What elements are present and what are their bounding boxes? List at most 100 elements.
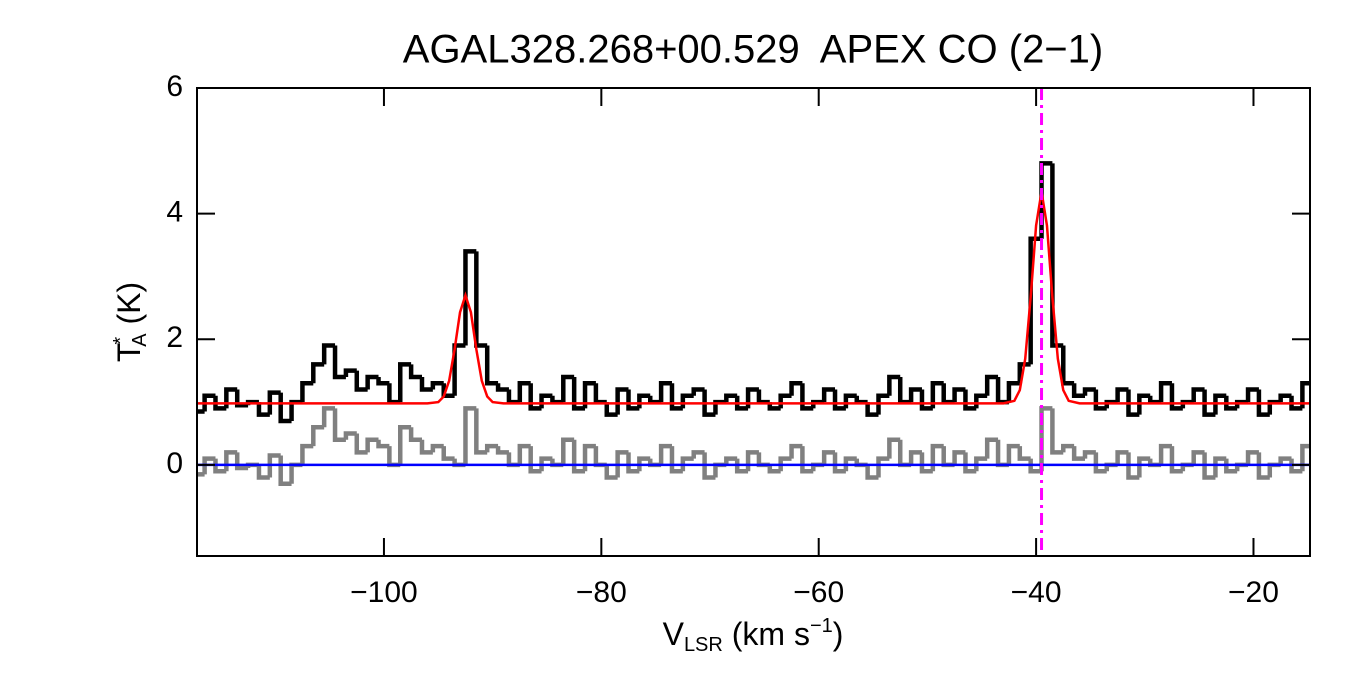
step [691,387,705,396]
step [1224,458,1238,474]
step [647,395,662,405]
step [1278,393,1292,403]
step [539,456,553,472]
plot-frame [196,87,1311,557]
x-label-close: ) [833,616,844,652]
step [984,437,999,459]
step [713,462,727,478]
step [430,443,444,453]
y-tick-label: 6 [166,70,183,103]
step [593,446,607,468]
step [1213,456,1227,478]
step [528,446,542,474]
step [811,399,825,409]
step [680,393,694,409]
step [1115,450,1129,465]
step [1158,380,1172,403]
step [887,437,901,459]
x-tick-label: −60 [793,576,844,609]
step [561,437,575,465]
step [745,387,759,409]
step [495,383,509,392]
step [800,446,814,474]
step [680,456,694,472]
x-tick-label: −40 [1011,576,1062,609]
step [865,464,879,480]
step [1278,456,1292,465]
x-label-sup: −1 [810,615,833,637]
step [1147,395,1162,405]
step [832,452,846,474]
step [941,383,955,405]
step [767,464,781,474]
step [398,362,412,403]
x-tick-label: −100 [350,576,418,609]
step [517,443,531,465]
step [398,424,412,465]
step [376,376,390,386]
step [1158,443,1172,465]
step [202,456,216,475]
step [441,446,455,461]
step [1137,393,1151,415]
step [571,439,586,474]
step [354,370,368,392]
x-label-unit: (km s [723,616,810,652]
step [876,393,890,415]
step [952,450,966,465]
step [343,368,357,377]
step [615,450,629,478]
step [354,433,368,455]
step [778,393,792,409]
step [1267,399,1281,415]
step [1126,389,1140,417]
step [1050,408,1064,455]
step [408,427,422,443]
step [984,374,999,396]
x-tick-label: −80 [576,576,627,609]
step [821,387,836,403]
step [789,380,803,396]
step [1300,443,1310,472]
step [1245,450,1259,465]
step [702,452,716,480]
step [756,452,770,468]
step [452,343,466,396]
step [1028,236,1042,365]
step [463,406,477,465]
y-tick-label: 4 [166,196,183,229]
step [528,383,542,411]
step [1017,362,1031,384]
step [224,387,238,409]
step [234,389,249,408]
step [213,395,227,411]
step [506,389,520,405]
step [778,456,792,472]
step [1082,387,1096,396]
step [365,374,379,390]
step [604,402,618,417]
step [702,389,716,417]
step [484,345,499,386]
step [289,462,303,484]
step [637,456,651,472]
step [724,393,738,403]
step [930,443,944,472]
step [908,387,922,403]
step [1071,446,1086,461]
step [1061,345,1075,386]
step [843,456,857,472]
step [1267,462,1281,478]
step [724,456,738,465]
step [952,387,966,403]
step [734,458,749,474]
step [669,446,683,474]
step [626,389,640,411]
step [1071,383,1086,399]
step [256,464,270,480]
step [213,458,227,474]
step [321,343,336,365]
y-label-sub: A [129,333,151,347]
